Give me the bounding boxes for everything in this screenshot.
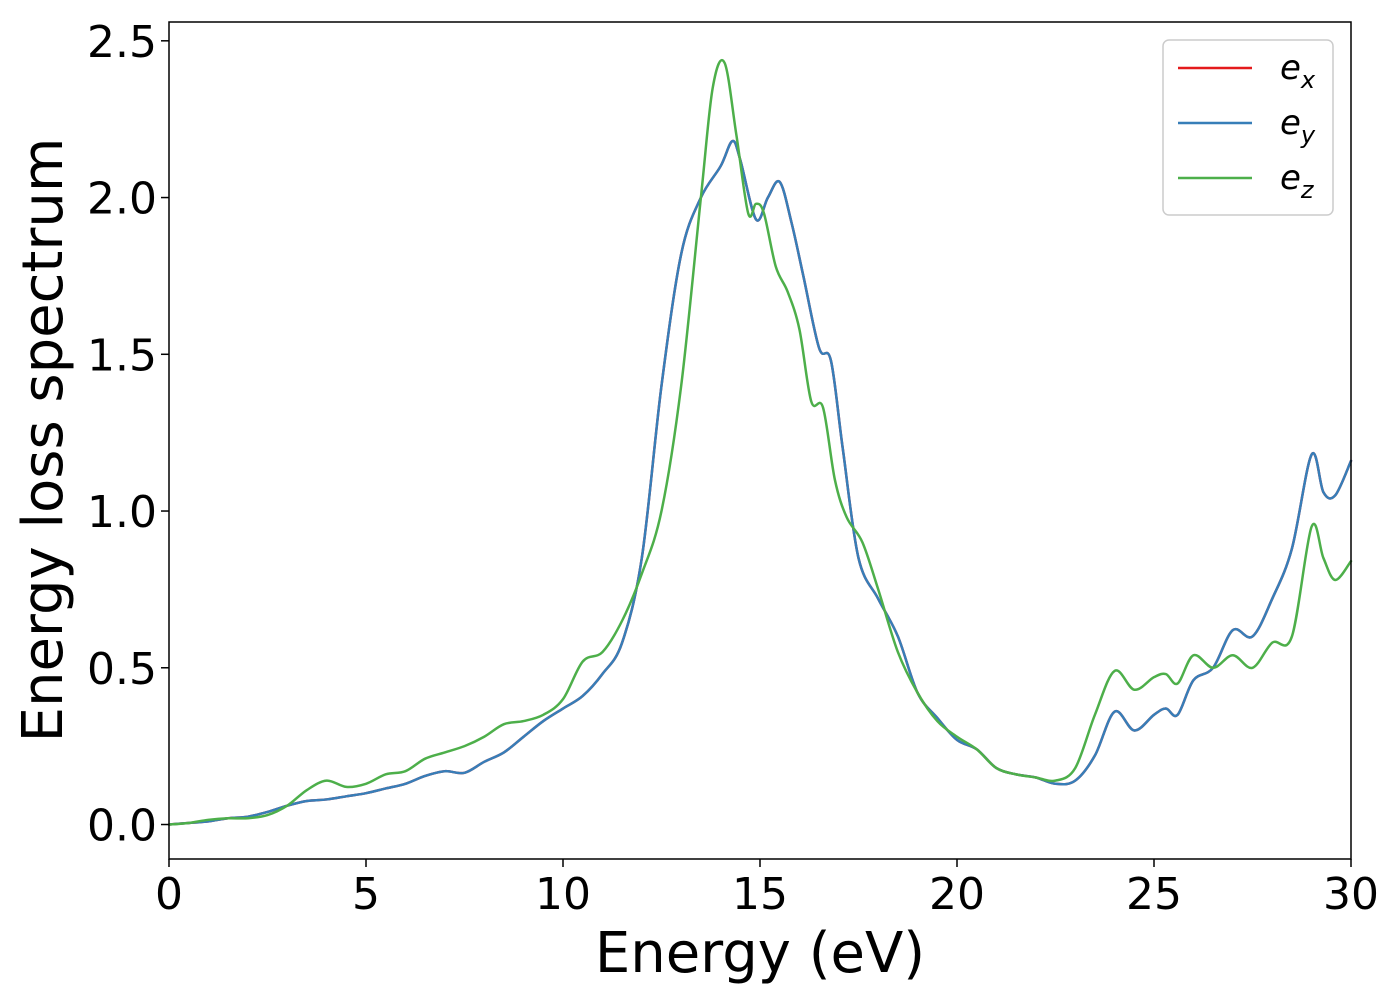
- series-layer: [167, 58, 1353, 826]
- y-tick-label: 0.5: [87, 644, 157, 695]
- x-axis: 0 5 10 15 20 25 30: [155, 859, 1379, 920]
- x-tick-label: 20: [929, 869, 985, 920]
- y-axis-title: Energy loss spectrum: [11, 138, 76, 743]
- y-tick-label: 2.0: [87, 174, 157, 225]
- legend-box: [1162, 39, 1334, 216]
- y-tick-label: 1.0: [87, 487, 157, 538]
- y-tick-label: 2.5: [87, 17, 157, 68]
- legend: ex ey ez: [1162, 39, 1334, 216]
- x-axis-title: Energy (eV): [595, 921, 925, 986]
- y-tick-label: 1.5: [87, 330, 157, 381]
- x-tick-label: 30: [1323, 869, 1379, 920]
- x-tick-label: 25: [1126, 869, 1182, 920]
- legend-label-ex: ex: [1280, 48, 1316, 94]
- x-tick-label: 5: [352, 869, 380, 920]
- series-line-ey: [167, 139, 1353, 826]
- x-tick-label: 0: [155, 869, 183, 920]
- y-axis: 0.0 0.5 1.0 1.5 2.0 2.5: [87, 17, 169, 852]
- y-tick-label: 0.0: [87, 801, 157, 852]
- plot-area: [169, 22, 1351, 859]
- series-line-ez: [167, 58, 1353, 826]
- legend-label-ey: ey: [1280, 103, 1316, 149]
- legend-label-ez: ez: [1280, 158, 1315, 204]
- x-tick-label: 15: [732, 869, 788, 920]
- x-tick-label: 10: [535, 869, 591, 920]
